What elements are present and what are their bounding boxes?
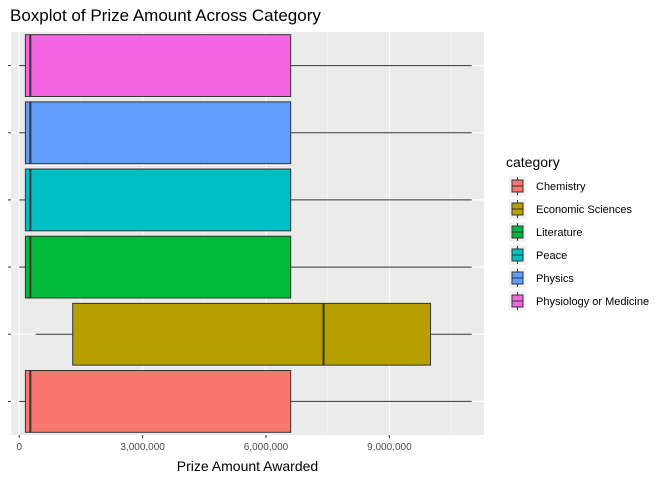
iqr-box <box>72 302 432 366</box>
x-axis: 0 3,000,000 6,000,000 9,000,000 <box>16 435 412 453</box>
box-physiology-or-medicine <box>19 34 472 97</box>
legend-label: Chemistry <box>536 181 586 193</box>
legend-item: Chemistry <box>509 176 586 196</box>
legend-label: Physiology or Medicine <box>536 296 649 308</box>
legend-label: Literature <box>536 227 582 239</box>
x-axis-title: Prize Amount Awarded <box>177 458 318 474</box>
plot-panel <box>11 32 484 435</box>
iqr-box <box>24 168 292 232</box>
box-literature <box>19 235 472 299</box>
legend-item: Physics <box>509 268 574 288</box>
chart-title: Boxplot of Prize Amount Across Category <box>10 6 321 25</box>
legend-item: Economic Sciences <box>509 199 632 219</box>
legend-title: category <box>506 154 560 170</box>
x-tick-label: 9,000,000 <box>367 442 412 453</box>
iqr-box <box>24 370 292 433</box>
box-economic-sciences <box>35 302 472 366</box>
y-axis <box>8 65 11 402</box>
legend-item: Physiology or Medicine <box>509 291 649 311</box>
x-tick-label: 3,000,000 <box>120 442 165 453</box>
x-tick-label: 6,000,000 <box>244 442 289 453</box>
legend-item: Literature <box>509 222 582 242</box>
iqr-box <box>24 34 292 97</box>
legend-label: Peace <box>536 250 567 262</box>
x-tick-label: 0 <box>16 442 22 453</box>
box-physics <box>19 101 472 165</box>
legend-item: Peace <box>509 245 567 265</box>
box-peace <box>19 168 472 232</box>
iqr-box <box>24 235 292 299</box>
legend-label: Economic Sciences <box>536 204 632 216</box>
legend-label: Physics <box>536 273 574 285</box>
legend: category Chemistry Economic Sciences Liter… <box>506 154 649 311</box>
box-chemistry <box>19 370 472 433</box>
box-layer <box>19 34 472 433</box>
iqr-box <box>24 101 292 165</box>
